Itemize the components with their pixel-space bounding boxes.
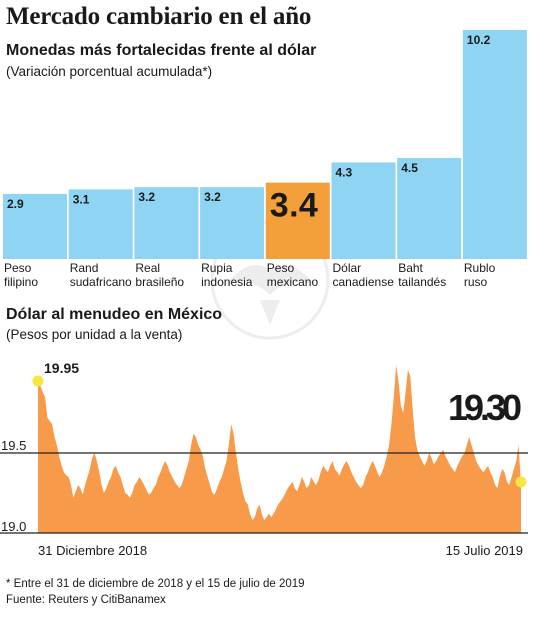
- bar-value-label-3: 3.2: [204, 190, 221, 204]
- start-point: [32, 375, 44, 387]
- area-series: [38, 365, 521, 533]
- y-tick-label-0: 19.0: [1, 519, 26, 534]
- bar-2: [134, 187, 199, 259]
- bar-0: [3, 193, 67, 259]
- y-tick-label-1: 19.5: [1, 438, 26, 453]
- category-label-7-1: ruso: [464, 275, 488, 289]
- bar-value-label-6: 4.5: [401, 161, 418, 175]
- bar-3: [200, 187, 265, 259]
- start-value-label: 19.95: [44, 360, 79, 376]
- end-point: [515, 476, 527, 488]
- category-label-4-1: mexicano: [267, 275, 319, 289]
- bar-chart: 2.9Pesofilipino3.1Randsudafricano3.2Real…: [3, 30, 527, 289]
- bar-value-label-4: 3.4: [270, 187, 318, 225]
- category-label-7-0: Rublo: [464, 261, 496, 275]
- category-label-1-0: Rand: [70, 261, 99, 275]
- source-note: Fuente: Reuters y CitiBanamex: [6, 594, 166, 606]
- bar-value-label-7: 10.2: [467, 33, 491, 47]
- x-start-label: 31 Diciembre 2018: [38, 543, 147, 558]
- category-label-6-1: tailandés: [398, 275, 446, 289]
- bar-chart-title: Monedas más fortalecidas frente al dólar: [6, 42, 317, 59]
- bar-value-label-0: 2.9: [7, 197, 24, 211]
- bar-4: [265, 182, 330, 259]
- category-label-2-1: brasileño: [135, 275, 184, 289]
- category-label-0-1: filipino: [4, 275, 38, 289]
- category-label-4-0: Peso: [267, 261, 295, 275]
- bar-5: [331, 162, 396, 259]
- x-end-label: 15 Julio 2019: [446, 543, 523, 558]
- bar-value-label-1: 3.1: [73, 192, 90, 206]
- category-label-6-0: Baht: [398, 261, 423, 275]
- bar-value-label-5: 4.3: [336, 165, 353, 179]
- footnote: * Entre el 31 de diciembre de 2018 y el …: [6, 578, 305, 590]
- bar-value-label-2: 3.2: [138, 190, 155, 204]
- bar-7: [462, 30, 527, 259]
- category-label-3-1: indonesia: [201, 275, 253, 289]
- line-chart-title: Dólar al menudeo en México: [6, 306, 223, 323]
- bar-chart-subtitle: (Variación porcentual acumulada*): [6, 64, 213, 79]
- category-label-3-0: Rupia: [201, 261, 233, 275]
- end-value-label: 19.30: [448, 387, 522, 428]
- page-title: Mercado cambiario en el año: [6, 3, 312, 30]
- area-chart: 19.0 19.5 31 Diciembre 2018 15 Julio 2019 19…: [0, 360, 528, 558]
- bar-1: [68, 189, 133, 259]
- category-label-0-0: Peso: [4, 261, 32, 275]
- category-label-5-1: canadiense: [333, 275, 395, 289]
- category-label-5-0: Dólar: [333, 261, 362, 275]
- category-label-1-1: sudafricano: [70, 275, 132, 289]
- category-label-2-0: Real: [135, 261, 160, 275]
- bar-6: [397, 157, 462, 259]
- line-chart-subtitle: (Pesos por unidad a la venta): [6, 327, 183, 342]
